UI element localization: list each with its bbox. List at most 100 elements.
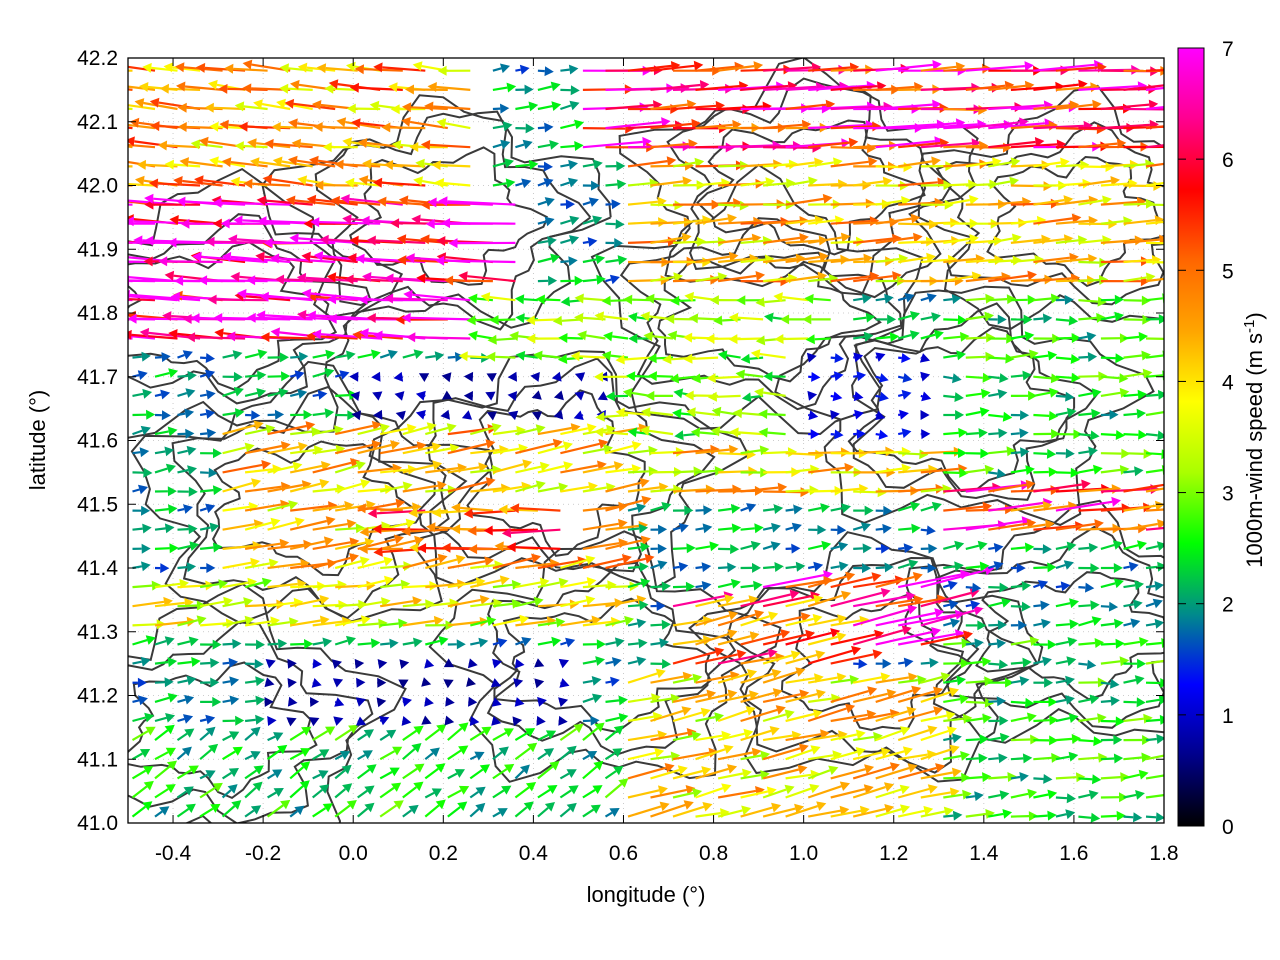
wind-vector [672, 505, 694, 516]
wind-vector-head [263, 237, 273, 248]
wind-vector-head [1141, 350, 1151, 361]
wind-vector [515, 424, 546, 436]
wind-vector-shaft [424, 767, 439, 780]
wind-vector-shaft [1055, 563, 1066, 570]
wind-vector-head [601, 295, 611, 306]
wind-vector-head [543, 748, 555, 758]
wind-vector-head [383, 160, 394, 170]
wind-vector-shaft [1055, 394, 1066, 398]
wind-vector-shaft [492, 182, 507, 187]
wind-vector-head [919, 449, 929, 460]
wind-vector-head [394, 391, 405, 401]
wind-vector-shaft [943, 698, 961, 703]
wind-vector-head [899, 409, 909, 420]
wind-vector-head [871, 572, 882, 582]
wind-vector-head [486, 616, 497, 627]
wind-vector [853, 543, 872, 554]
wind-vector-shaft [1078, 717, 1098, 723]
wind-vector-shaft [853, 335, 865, 340]
wind-vector-shaft [672, 677, 694, 684]
wind-vector-shaft [650, 488, 674, 493]
wind-vector [1145, 314, 1164, 325]
wind-vector-shaft [582, 584, 608, 589]
wind-vector [515, 637, 532, 647]
wind-vector-shaft [634, 375, 651, 378]
wind-vector-head [330, 195, 340, 206]
wind-vector-head [1047, 810, 1057, 821]
wind-vector-shaft [447, 598, 481, 608]
wind-vector-head [319, 595, 330, 605]
wind-vector-shaft [650, 180, 684, 187]
wind-vector-shaft [1055, 239, 1079, 244]
wind-vector-shaft [650, 642, 661, 646]
wind-vector-head [1155, 812, 1164, 823]
wind-vector-shaft [523, 298, 538, 302]
wind-vector-shaft [965, 161, 993, 168]
wind-vector [535, 294, 561, 305]
wind-vector [401, 716, 412, 726]
wind-vector-head [288, 155, 298, 166]
wind-vector-head [483, 525, 493, 536]
wind-vector [244, 517, 281, 531]
wind-vector-shaft [1100, 543, 1115, 550]
wind-vector-head [627, 312, 638, 323]
wind-vector-shaft [965, 336, 987, 340]
wind-vector-head [740, 353, 751, 364]
wind-vector-shaft [424, 752, 434, 761]
wind-vector-shaft [920, 714, 948, 723]
wind-vector [582, 804, 601, 818]
wind-vector-shaft [128, 203, 133, 206]
wind-vector-head [639, 562, 649, 572]
wind-vector [537, 636, 562, 647]
wind-vector [582, 715, 600, 726]
wind-vector-head [209, 522, 220, 533]
wind-vector-head [585, 555, 596, 565]
wind-vector-shaft [379, 733, 390, 742]
wind-vector-shaft [988, 161, 1012, 168]
wind-vector-head [1064, 294, 1074, 305]
wind-vector-shaft [897, 690, 935, 703]
wind-vector-shaft [785, 275, 819, 283]
wind-vector [260, 332, 313, 343]
wind-vector-shaft [898, 633, 956, 646]
wind-vector-head [481, 726, 492, 736]
wind-vector-head [287, 696, 298, 707]
wind-vector-head [681, 706, 692, 716]
wind-vector [807, 561, 824, 572]
wind-vector-shaft [177, 392, 188, 397]
wind-vector-head [1021, 601, 1031, 612]
wind-vector-head [664, 763, 675, 773]
wind-vector [650, 785, 696, 799]
wind-vector-head [547, 236, 557, 247]
wind-vector-shaft [131, 333, 178, 340]
wind-vector [222, 557, 260, 570]
wind-vector-head [981, 656, 992, 667]
wind-vector [263, 237, 336, 248]
wind-vector-head [910, 501, 921, 512]
wind-vector [1123, 599, 1143, 610]
wind-vector-head [1040, 600, 1050, 611]
wind-vector-head [409, 542, 419, 553]
wind-vector [605, 274, 620, 285]
wind-vector-head [910, 213, 921, 224]
wind-vector-shaft [447, 772, 458, 780]
wind-vector-shaft [1123, 483, 1164, 493]
wind-vector-shaft [1010, 757, 1024, 761]
wind-vector-head [135, 175, 145, 186]
wind-vector-head [244, 442, 255, 453]
wind-vector-shaft [129, 293, 201, 302]
wind-vector-head [254, 659, 264, 669]
wind-vector [943, 294, 962, 304]
wind-vector-shaft [222, 581, 249, 589]
wind-vector-head [979, 734, 989, 745]
wind-vector-shaft [1055, 336, 1072, 340]
wind-vector [1145, 659, 1164, 665]
wind-vector-shaft [132, 600, 165, 608]
wind-vector-head [1036, 215, 1047, 226]
wind-vector-shaft [537, 143, 551, 149]
wind-vector-head [1018, 620, 1028, 631]
wind-vector-shaft [353, 181, 381, 187]
wind-vector-shaft [312, 448, 337, 455]
wind-vector [357, 764, 377, 780]
wind-vector-head [128, 313, 137, 324]
